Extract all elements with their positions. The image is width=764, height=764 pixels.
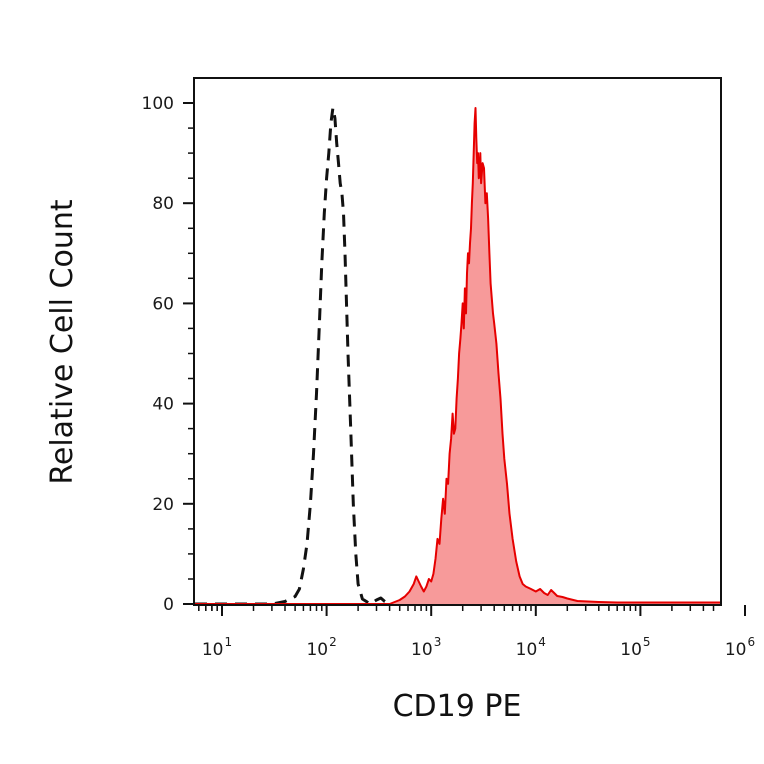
plot-series (195, 106, 720, 606)
series-1-line (195, 107, 720, 605)
x-tick-label: 101 (202, 635, 232, 660)
series-0-line (195, 106, 720, 606)
y-tick-label: 0 (163, 595, 174, 615)
x-tick-label: 102 (306, 635, 336, 660)
x-tick-label: 106 (725, 635, 755, 660)
series-1-fill (195, 108, 720, 604)
x-tick-label: 105 (620, 635, 650, 660)
x-axis-title: CD19 PE (393, 689, 522, 724)
x-tick-label: 104 (516, 635, 546, 660)
y-tick-label: 20 (152, 495, 174, 515)
y-tick-label: 100 (142, 94, 174, 114)
x-tick-label: 103 (411, 635, 441, 660)
plot-frame (193, 77, 722, 606)
y-tick-label: 60 (152, 294, 174, 314)
y-axis-title: Relative Cell Count (45, 199, 80, 484)
y-axis: 0 20 40 60 80 100 (142, 94, 194, 615)
y-tick-label: 40 (152, 395, 174, 415)
y-tick-label: 80 (152, 194, 174, 214)
x-axis: 101 102 103 104 105 106 (198, 605, 755, 660)
